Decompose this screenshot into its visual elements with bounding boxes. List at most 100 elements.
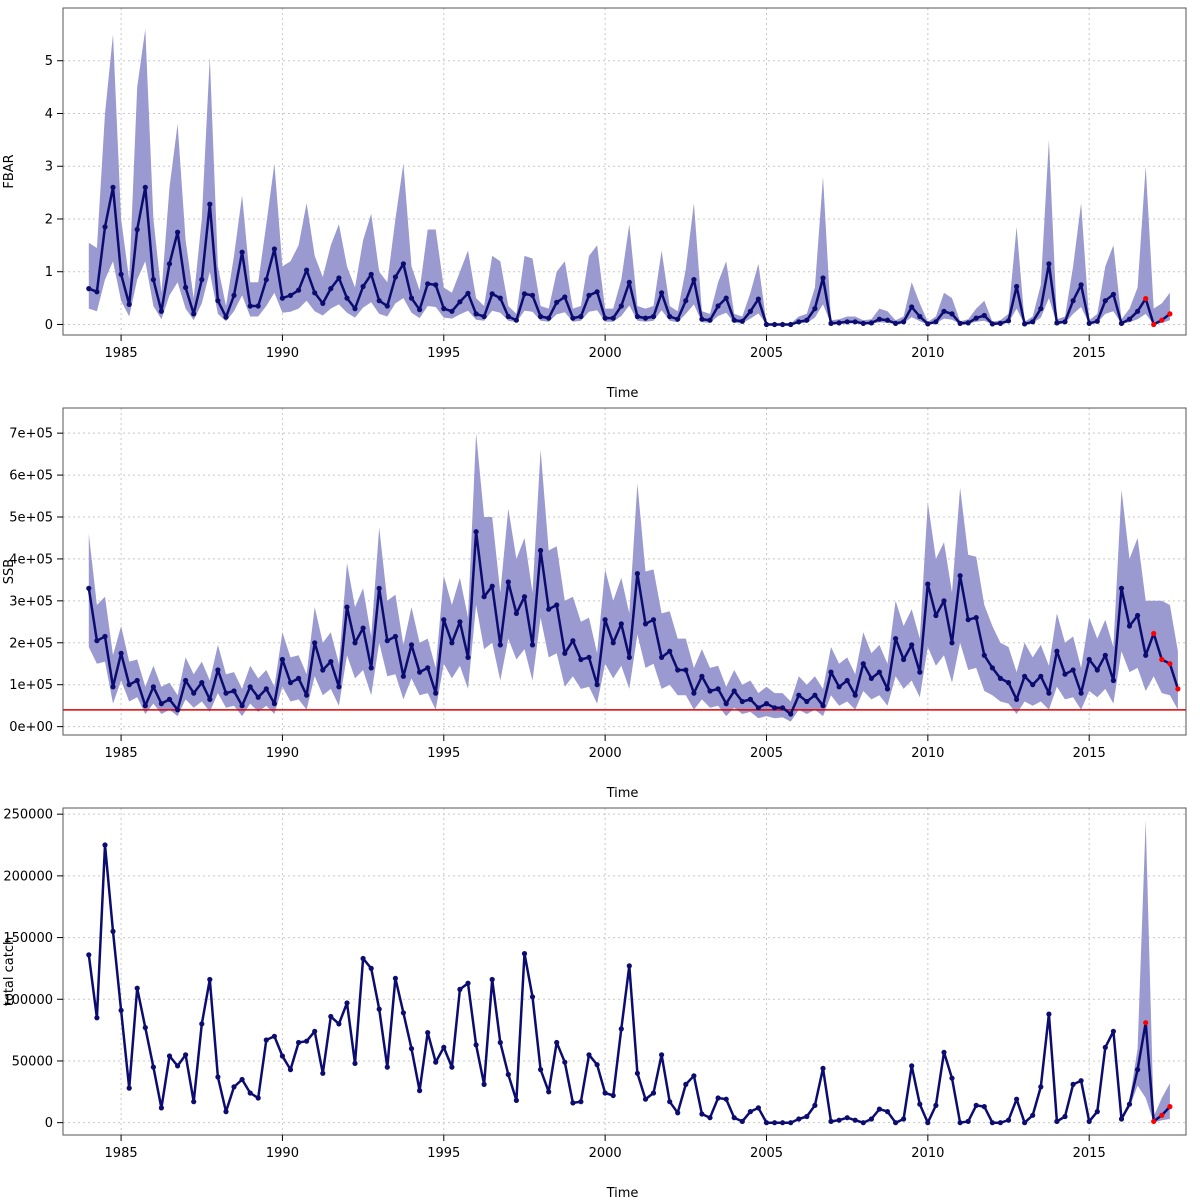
chart-1-point-26: [296, 675, 302, 682]
chart-0-point-92: [828, 320, 834, 326]
chart-2-point-74: [683, 1081, 689, 1087]
chart-1-point-45: [449, 640, 455, 646]
chart-1-point-33: [352, 640, 358, 646]
chart-2-point-25: [287, 1067, 294, 1073]
chart-2-point-116: [1022, 1120, 1028, 1126]
chart-0-point-82: [747, 308, 754, 314]
chart-0-point-1: [94, 289, 100, 295]
chart-2-point-96: [860, 1120, 866, 1126]
chart-0-point-107: [949, 311, 955, 317]
chart-1-point-129: [1126, 623, 1133, 629]
chart-1-point-21: [255, 694, 261, 700]
chart-0-ytick-label-1: 1: [45, 265, 53, 280]
chart-2-point-69: [642, 1096, 649, 1102]
chart-1-point-77: [707, 688, 713, 694]
chart-1-point-66: [618, 621, 624, 627]
chart-1-point-92: [828, 669, 834, 675]
chart-1-point-97: [868, 675, 875, 682]
chart-1-point-37: [384, 638, 390, 644]
chart-2-point-129: [1126, 1101, 1133, 1107]
chart-2-point-43: [433, 1059, 439, 1065]
chart-2-x-axis-title: Time: [606, 1186, 639, 1200]
chart-2-point-22: [263, 1037, 269, 1043]
chart-1-point-101: [901, 656, 907, 663]
chart-0-point-76: [699, 316, 705, 322]
chart-2-point-65: [610, 1092, 616, 1099]
chart-2-point-40: [408, 1046, 415, 1052]
chart-1-point-71: [659, 654, 665, 661]
chart-1-point-25: [287, 680, 294, 686]
chart-1-point-68: [634, 571, 641, 577]
chart-0-point-37: [384, 303, 390, 309]
chart-1-point-57: [546, 606, 552, 612]
chart-1-plot-frame: [62, 407, 1187, 736]
chart-2-point-108: [957, 1120, 963, 1126]
chart-1-point-72: [667, 648, 673, 654]
chart-2-point-56: [538, 1067, 544, 1073]
chart-2-point-83: [755, 1105, 762, 1111]
chart-2-point-92: [828, 1118, 834, 1124]
chart-2-point-112: [989, 1120, 996, 1126]
chart-2-point-76: [699, 1111, 705, 1117]
chart-2-point-34: [360, 955, 366, 962]
chart-2-point-106: [941, 1049, 947, 1055]
chart-1-ytick-label-3: 3e+05: [9, 594, 53, 609]
chart-1-point-124: [1086, 656, 1092, 663]
chart-2-point-29: [320, 1070, 326, 1076]
chart-1-point-81: [739, 698, 745, 705]
chart-1-point-82: [747, 696, 754, 703]
chart-0-xtick-label-6: 2015: [1073, 346, 1106, 361]
chart-0-point-114: [1005, 318, 1012, 324]
chart-1-point-111: [981, 652, 987, 658]
chart-1-point-90: [812, 692, 818, 698]
chart-0-point-12: [183, 284, 189, 291]
chart-1-point-104: [925, 581, 931, 587]
chart-2-point-75: [691, 1073, 697, 1079]
chart-2-point-41: [417, 1088, 423, 1094]
chart-0-point-85: [772, 321, 778, 328]
chart-1-point-40: [408, 642, 415, 648]
chart-1-point-16: [215, 667, 221, 673]
chart-2-point-3: [110, 928, 116, 935]
chart-1-point-122: [1070, 667, 1076, 673]
chart-2-point-70: [650, 1090, 657, 1096]
chart-0-point-119: [1046, 261, 1052, 267]
chart-1-point-34: [360, 625, 366, 631]
chart-0-point-18: [231, 292, 237, 298]
chart-0-point-52: [505, 313, 511, 320]
chart-2-point-53: [513, 1097, 520, 1103]
chart-1-point-96: [860, 661, 866, 667]
chart-0-point-25: [287, 292, 294, 298]
chart-1-point-15: [207, 696, 213, 703]
chart-2-point-9: [158, 1105, 164, 1111]
chart-2-point-62: [586, 1052, 592, 1058]
chart-1-point-130: [1135, 612, 1141, 619]
chart-1-point-110: [973, 615, 979, 621]
chart-1-xtick-label-1: 1990: [266, 746, 299, 761]
chart-2-point-48: [473, 1042, 479, 1048]
chart-0-point-97: [868, 320, 875, 326]
chart-0-ytick-label-3: 3: [45, 160, 53, 175]
chart-0-point-49: [481, 313, 487, 320]
chart-2-point-24: [279, 1053, 285, 1059]
chart-1-point-117: [1030, 682, 1036, 688]
chart-1-xtick-label-6: 2015: [1073, 746, 1106, 761]
chart-2-point-114: [1005, 1117, 1012, 1123]
chart-0-point-47: [465, 290, 471, 296]
chart-2-point-113: [997, 1120, 1004, 1126]
chart-1-point-30: [328, 659, 334, 665]
chart-2-point-120: [1054, 1118, 1060, 1124]
chart-0-point-113: [997, 320, 1004, 326]
chart-2-point-59: [562, 1059, 568, 1065]
chart-2-point-6: [134, 985, 140, 991]
chart-2-point-89: [804, 1113, 810, 1120]
chart-2-point-79: [723, 1096, 729, 1102]
chart-0-point-134: [1167, 311, 1173, 317]
chart-0-point-10: [166, 261, 173, 267]
chart-2-point-68: [634, 1070, 641, 1076]
chart-1-point-39: [400, 673, 406, 679]
chart-0-point-66: [618, 303, 624, 309]
chart-1-point-6: [134, 677, 140, 684]
chart-0-point-110: [973, 315, 979, 321]
chart-0-point-101: [901, 319, 907, 325]
